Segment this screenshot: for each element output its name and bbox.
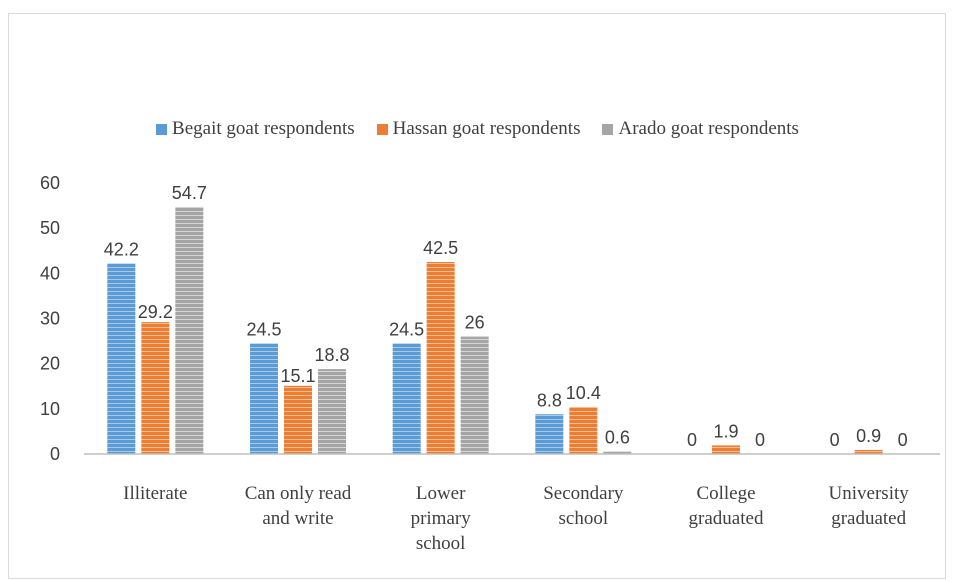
legend-label-begait: Begait goat respondents xyxy=(172,118,355,139)
y-tick-label-30: 30 xyxy=(40,309,60,329)
data-label-arado-1: 18.8 xyxy=(314,345,349,365)
category-label-0-line-0: Illiterate xyxy=(123,483,187,504)
category-label-3-line-1: school xyxy=(559,508,609,529)
y-tick-label-60: 60 xyxy=(40,173,60,193)
y-tick-label-50: 50 xyxy=(40,218,60,238)
bar-hassan-3 xyxy=(569,407,598,454)
data-label-hassan-4: 1.9 xyxy=(713,421,738,441)
bar-begait-2 xyxy=(392,343,421,454)
bar-arado-2 xyxy=(460,336,489,454)
data-label-hassan-3: 10.4 xyxy=(566,383,601,403)
data-label-arado-0: 54.7 xyxy=(172,183,207,203)
data-label-begait-1: 24.5 xyxy=(246,319,281,339)
category-label-5-line-0: University xyxy=(829,483,910,504)
data-label-hassan-5: 0.9 xyxy=(856,426,881,446)
y-axis-tick-labels: 0 10 20 30 40 50 60 xyxy=(40,173,60,464)
category-label-4-line-0: College xyxy=(696,483,755,504)
category-label-2-line-1: primary xyxy=(411,508,472,529)
bar-begait-3 xyxy=(535,414,564,454)
category-label-1-line-1: and write xyxy=(262,508,333,529)
data-label-begait-5: 0 xyxy=(830,430,840,450)
bar-hassan-5 xyxy=(854,449,883,454)
bars-group xyxy=(107,206,883,454)
data-label-arado-3: 0.6 xyxy=(605,427,630,447)
data-label-begait-4: 0 xyxy=(687,430,697,450)
data-label-begait-0: 42.2 xyxy=(104,239,139,259)
bar-arado-3 xyxy=(603,451,632,454)
y-tick-label-40: 40 xyxy=(40,263,60,283)
legend-item-begait: Begait goat respondents xyxy=(156,118,355,140)
category-label-2-line-2: school xyxy=(416,533,466,554)
category-label-1-line-0: Can only read xyxy=(245,483,352,504)
bar-hassan-4 xyxy=(712,445,740,454)
bar-hassan-2 xyxy=(426,262,455,454)
bar-hassan-1 xyxy=(284,385,312,454)
bar-arado-0 xyxy=(175,206,204,454)
chart-legend: Begait goat respondents Hassan goat resp… xyxy=(0,118,955,140)
data-label-arado-2: 26 xyxy=(465,313,485,333)
data-label-arado-5: 0 xyxy=(898,430,908,450)
category-label-4-line-1: graduated xyxy=(689,508,764,529)
legend-item-hassan: Hassan goat respondents xyxy=(376,118,581,140)
legend-swatch-begait xyxy=(156,123,168,135)
data-label-hassan-1: 15.1 xyxy=(280,366,315,386)
data-label-begait-3: 8.8 xyxy=(537,390,562,410)
legend-swatch-hassan xyxy=(376,123,388,135)
legend-swatch-arado xyxy=(602,123,614,135)
data-labels-group: 42.2 29.2 54.7 24.5 15.118.8 24.5 42.5 26 8.8 10.… xyxy=(104,183,908,450)
category-label-3-line-0: Secondary xyxy=(543,483,624,504)
bar-arado-1 xyxy=(318,369,346,454)
category-label-5-line-1: graduated xyxy=(831,508,906,529)
category-label-2-line-0: Lower xyxy=(416,483,466,504)
y-tick-label-0: 0 xyxy=(50,444,60,464)
y-tick-label-10: 10 xyxy=(40,399,60,419)
legend-label-arado: Arado goat respondents xyxy=(618,118,799,139)
category-labels-group: Illiterate Can only read and write Lower pri… xyxy=(123,483,909,554)
legend-label-hassan: Hassan goat respondents xyxy=(392,118,581,139)
data-label-hassan-0: 29.2 xyxy=(138,302,173,322)
bar-begait-1 xyxy=(250,343,278,454)
bar-begait-0 xyxy=(107,263,136,454)
bar-hassan-0 xyxy=(141,322,170,454)
legend-item-arado: Arado goat respondents xyxy=(602,118,799,140)
y-tick-label-20: 20 xyxy=(40,354,60,374)
data-label-arado-4: 0 xyxy=(755,430,765,450)
chart-frame xyxy=(8,13,946,579)
data-label-begait-2: 24.5 xyxy=(389,319,424,339)
data-label-hassan-2: 42.5 xyxy=(423,238,458,258)
